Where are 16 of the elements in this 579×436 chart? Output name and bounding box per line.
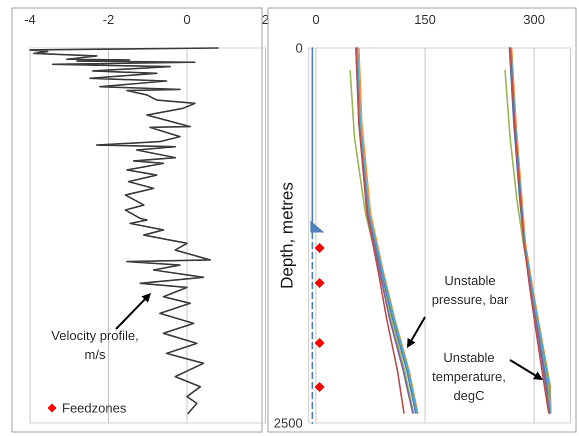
annotation: Unstable temperature, degC bbox=[432, 350, 506, 403]
x-tick-label: 150 bbox=[414, 12, 436, 27]
y-tick-label: 2500 bbox=[274, 416, 303, 431]
point bbox=[314, 382, 325, 392]
x-tick-label: -4 bbox=[24, 12, 36, 27]
x-tick-label: -2 bbox=[102, 12, 114, 27]
annotation: Unstable pressure, bar bbox=[432, 273, 509, 307]
x-tick-label: 0 bbox=[312, 12, 320, 27]
point bbox=[314, 338, 325, 348]
point bbox=[314, 278, 325, 288]
x-tick-label: 300 bbox=[523, 12, 545, 27]
x-tick-label: 0 bbox=[183, 12, 191, 27]
annotation: Velocity profile, m/s bbox=[51, 328, 139, 362]
point bbox=[314, 242, 325, 253]
legend-label: Feedzones bbox=[62, 400, 127, 416]
y-axis-title: Depth, metres bbox=[278, 182, 297, 289]
